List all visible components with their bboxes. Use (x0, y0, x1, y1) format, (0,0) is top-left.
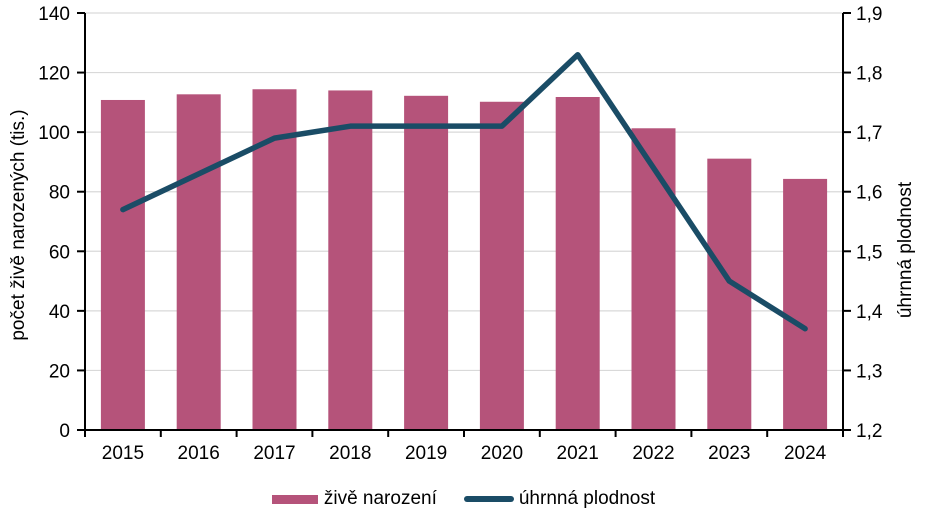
fertility-line (120, 51, 808, 332)
bar-2024 (783, 178, 828, 430)
x-axis-year-label: 2018 (329, 443, 371, 464)
right-axis-tick-label: 1,9 (856, 4, 882, 25)
legend-line-swatch-icon (463, 496, 514, 502)
left-axis-tick-label: 0 (59, 421, 70, 442)
legend-item-births: živě narození (271, 488, 437, 510)
x-axis-year-label: 2024 (784, 443, 827, 464)
bar-2015 (100, 99, 145, 430)
legend-bar-label: živě narození (323, 488, 437, 509)
x-axis-year-label: 2022 (632, 443, 674, 464)
legend-bar-swatch-icon (271, 494, 318, 504)
x-axis-year-label: 2016 (178, 443, 220, 464)
left-axis-tick-label: 80 (49, 183, 70, 204)
left-axis-tick-label: 40 (49, 302, 70, 323)
left-axis-tick-label: 120 (38, 64, 70, 85)
x-axis-year-label: 2023 (708, 443, 750, 464)
right-axis-tick-label: 1,5 (856, 242, 882, 263)
right-axis-tick-label: 1,2 (856, 421, 882, 442)
bar-2018 (328, 90, 373, 430)
x-axis-year-label: 2015 (102, 443, 144, 464)
left-axis-title: počet živě narozených (tis.) (8, 109, 29, 341)
legend-line-label: úhrnná plodnost (518, 488, 656, 509)
right-axis-tick-label: 1,3 (856, 361, 882, 382)
x-axis-year-label: 2020 (481, 443, 523, 464)
bar-2022 (631, 128, 676, 430)
x-axis-year-label: 2019 (405, 443, 447, 464)
bar-2021 (555, 96, 600, 430)
x-axis-year-label: 2021 (557, 443, 599, 464)
bar-2023 (707, 158, 752, 430)
right-axis-title: úhrnná plodnost (895, 181, 916, 319)
legend-item-fertility: úhrnná plodnost (463, 488, 656, 510)
left-axis-tick-label: 140 (38, 4, 70, 25)
left-axis-tick-label: 100 (38, 123, 70, 144)
bar-2020 (479, 101, 524, 431)
bar-2019 (404, 95, 449, 430)
right-axis-tick-label: 1,7 (856, 123, 882, 144)
right-axis-tick-label: 1,8 (856, 64, 882, 85)
chart-legend: živě narození úhrnná plodnost (0, 488, 927, 510)
bar-2016 (176, 94, 221, 430)
left-axis-tick-label: 60 (49, 242, 70, 263)
left-axis-tick-label: 20 (49, 361, 70, 382)
right-axis-tick-label: 1,6 (856, 183, 882, 204)
x-axis-year-label: 2017 (253, 443, 295, 464)
right-axis-tick-label: 1,4 (856, 302, 883, 323)
